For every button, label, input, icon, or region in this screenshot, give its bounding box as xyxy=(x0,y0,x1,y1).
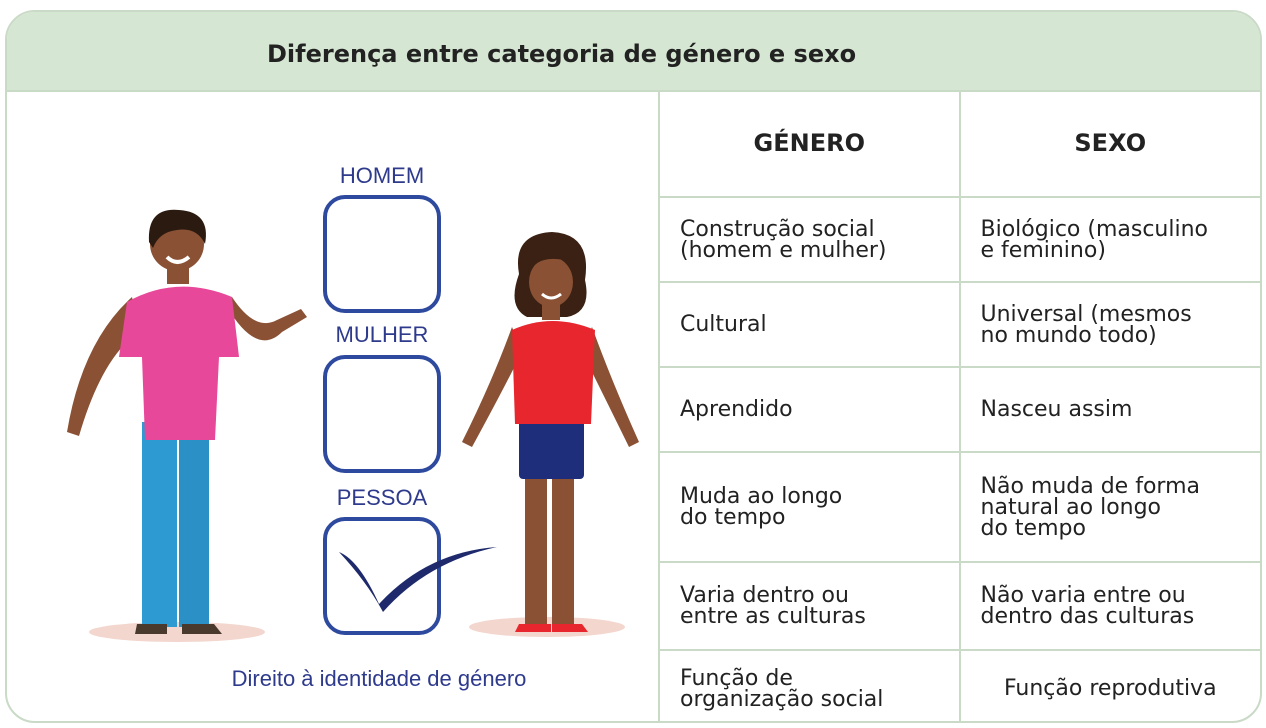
checkmark xyxy=(339,547,497,612)
title: Diferença entre categoria de género e se… xyxy=(267,40,857,68)
checkbox xyxy=(323,517,441,635)
option-label: PESSOA xyxy=(337,485,428,510)
table-row: Função de organização social Função repro… xyxy=(658,649,1260,721)
illustration: HOMEM MULHER PESSOA Direito à identidade… xyxy=(67,163,639,691)
woman-figure xyxy=(462,232,639,632)
checkbox xyxy=(323,355,441,473)
table-cell: Não varia entre ou dentro das culturas xyxy=(958,561,1260,651)
table-row: Construção social (homem e mulher) Biológ… xyxy=(658,196,1260,283)
table-body: Construção social (homem e mulher) Biológ… xyxy=(658,196,1260,721)
table-cell: Aprendido xyxy=(658,366,961,453)
table-cell: Universal (mesmos no mundo todo) xyxy=(958,281,1260,368)
table-cell: Função reprodutiva xyxy=(958,649,1260,721)
option-label: HOMEM xyxy=(340,163,424,188)
man-figure xyxy=(67,209,307,634)
header-row: GÉNERO SEXO xyxy=(658,90,1260,198)
column-header: SEXO xyxy=(958,90,1260,198)
header-band: Diferença entre categoria de género e se… xyxy=(7,12,1260,92)
shadow xyxy=(89,622,265,642)
table-cell: Muda ao longo do tempo xyxy=(658,451,961,563)
table-row: Muda ao longo do tempo Não muda de forma … xyxy=(658,451,1260,563)
table-cell: Nasceu assim xyxy=(958,366,1260,453)
table-cell: Não muda de forma natural ao longo do te… xyxy=(958,451,1260,563)
table-cell: Construção social (homem e mulher) xyxy=(658,196,961,283)
table-cell: Biológico (masculino e feminino) xyxy=(958,196,1260,283)
caption: Direito à identidade de género xyxy=(232,666,527,691)
comparison-table: GÉNERO SEXO Construção social (homem e m… xyxy=(658,90,1260,721)
column-header: GÉNERO xyxy=(658,90,961,198)
card: Diferença entre categoria de género e se… xyxy=(5,10,1262,723)
table-cell: Função de organização social xyxy=(658,649,961,721)
table-cell: Cultural xyxy=(658,281,961,368)
table-row: Cultural Universal (mesmos no mundo todo) xyxy=(658,281,1260,368)
checkbox xyxy=(323,195,441,313)
option-label: MULHER xyxy=(336,322,429,347)
table-row: Varia dentro ou entre as culturas Não var… xyxy=(658,561,1260,651)
table-cell: Varia dentro ou entre as culturas xyxy=(658,561,961,651)
table-row: Aprendido Nasceu assim xyxy=(658,366,1260,453)
